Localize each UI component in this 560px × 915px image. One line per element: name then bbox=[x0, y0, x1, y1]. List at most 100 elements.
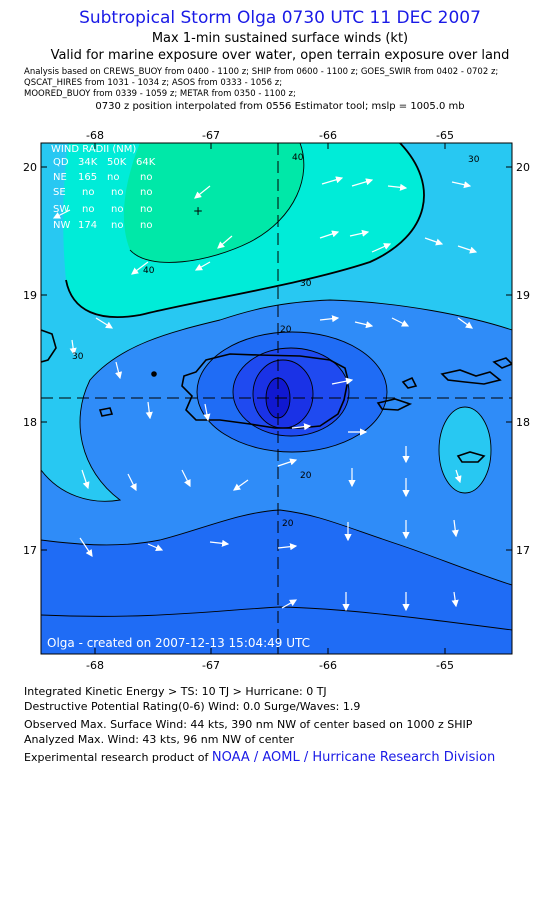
wind-arrow bbox=[387, 183, 408, 191]
wind-arrow bbox=[457, 317, 473, 329]
wind-radii-cell: NW bbox=[53, 220, 70, 231]
observed-wind-line: Observed Max. Surface Wind: 44 kts, 390 … bbox=[24, 718, 473, 731]
lat-labels-right: 20 19 18 17 bbox=[516, 161, 530, 557]
lat-label: 19 bbox=[23, 289, 37, 302]
wind-radii-cell: no bbox=[111, 187, 123, 198]
lon-label: -66 bbox=[319, 129, 337, 142]
lon-label: -67 bbox=[202, 659, 220, 672]
contour-label: 20 bbox=[282, 519, 294, 529]
wind-radii-cell: no bbox=[82, 187, 94, 198]
axis-ticks bbox=[41, 143, 512, 654]
contour-label: 30 bbox=[72, 352, 84, 362]
wind-arrow bbox=[354, 321, 374, 329]
wind-arrow bbox=[181, 469, 191, 488]
product-org-link[interactable]: NOAA / AOML / Hurricane Research Divisio… bbox=[211, 750, 496, 765]
wind-arrow bbox=[281, 599, 298, 609]
wind-arrow bbox=[319, 315, 340, 323]
wind-arrow bbox=[79, 537, 93, 557]
band-50-plus bbox=[123, 143, 304, 263]
lat-labels-left: 20 19 18 17 bbox=[23, 161, 37, 557]
analysis-line-3: MOORED_BUOY from 0339 - 1059 z; METAR fr… bbox=[24, 89, 296, 99]
contour-label: 20 bbox=[280, 325, 292, 335]
wind-radii-cell: NE bbox=[53, 172, 67, 183]
wind-arrow bbox=[451, 591, 459, 608]
lon-label: -68 bbox=[86, 659, 104, 672]
virgin-islands-coast bbox=[440, 369, 502, 385]
credit-line: Olga - created on 2007-12-13 15:04:49 UT… bbox=[47, 636, 310, 650]
wind-vectors bbox=[52, 176, 478, 612]
map-frame bbox=[40, 142, 513, 655]
lat-label: 18 bbox=[516, 416, 530, 429]
wind-radii-col-34k: 34K bbox=[78, 157, 98, 168]
wind-arrow bbox=[115, 361, 123, 380]
lon-label: -65 bbox=[436, 659, 454, 672]
puerto-rico-coast bbox=[181, 353, 349, 429]
wind-arrow bbox=[95, 317, 114, 329]
hispaniola-coast bbox=[41, 329, 57, 363]
wind-arrow bbox=[451, 519, 459, 538]
wind-radii-cell: no bbox=[111, 220, 123, 231]
wind-arrow bbox=[194, 261, 211, 271]
lon-label: -68 bbox=[86, 129, 104, 142]
lat-label: 18 bbox=[23, 416, 37, 429]
wind-radii-col-64k: 64K bbox=[136, 157, 156, 168]
st-croix-coast bbox=[456, 451, 486, 463]
wind-arrow bbox=[457, 245, 478, 254]
wind-arrow bbox=[203, 403, 211, 422]
wind-radii-cell: SW bbox=[53, 204, 69, 215]
culebra-coast bbox=[401, 376, 418, 389]
contour-label: 40 bbox=[292, 153, 304, 163]
wind-radii-cell: no bbox=[140, 204, 152, 215]
lat-label: 17 bbox=[516, 544, 530, 557]
band-30-40-east-blob bbox=[439, 407, 491, 493]
contour-label: 30 bbox=[468, 155, 480, 165]
wind-arrow bbox=[451, 181, 472, 189]
wind-arrow bbox=[277, 543, 298, 551]
lat-label: 17 bbox=[23, 544, 37, 557]
wind-arrow bbox=[291, 423, 312, 431]
lat-label: 19 bbox=[516, 289, 530, 302]
product-line: Experimental research product of NOAA / … bbox=[24, 750, 495, 765]
product-prefix: Experimental research product of bbox=[24, 751, 212, 764]
wind-radii-cell: no bbox=[107, 172, 119, 183]
contour-label: 40 bbox=[143, 266, 155, 276]
contour-label: 20 bbox=[300, 471, 312, 481]
lat-label: 20 bbox=[516, 161, 530, 174]
lon-label: -67 bbox=[202, 129, 220, 142]
wind-radii-cell: 174 bbox=[78, 220, 97, 231]
wind-radii-cell: no bbox=[111, 204, 123, 215]
position-note: 0730 z position interpolated from 0556 E… bbox=[95, 101, 465, 112]
map-subtitle: Max 1-min sustained surface winds (kt) bbox=[151, 31, 409, 46]
wind-arrow bbox=[145, 401, 153, 420]
contour-label: 30 bbox=[300, 279, 312, 289]
wind-arrow bbox=[351, 178, 374, 187]
wind-arrow bbox=[147, 543, 164, 551]
wind-radii-cell: 165 bbox=[78, 172, 97, 183]
analyzed-wind-line: Analyzed Max. Wind: 43 kts, 96 nm NW of … bbox=[24, 733, 295, 746]
wind-radii-col-qd: QD bbox=[53, 157, 69, 168]
wind-arrow bbox=[209, 539, 230, 547]
dpr-line: Destructive Potential Rating(0-6) Wind: … bbox=[24, 700, 361, 713]
analysis-line-2: QSCAT_HIRES from 1031 - 1034 z; ASOS fro… bbox=[24, 78, 283, 88]
wind-radii-cell: no bbox=[140, 220, 152, 231]
wind-radii-cell: no bbox=[82, 204, 94, 215]
max-wind-marker: + bbox=[193, 204, 203, 218]
virgin-islands-east-coast bbox=[492, 357, 512, 369]
contour-label-group: 40 30 30 20 20 20 30 40 bbox=[72, 153, 480, 529]
wind-arrow bbox=[69, 339, 77, 356]
wind-arrow bbox=[321, 176, 344, 185]
wind-arrow bbox=[391, 317, 410, 327]
lon-labels-top: -68 -67 -66 -65 bbox=[86, 129, 454, 142]
wind-arrow bbox=[349, 229, 370, 237]
wind-arrow bbox=[371, 243, 392, 253]
wind-arrow bbox=[331, 377, 354, 385]
wind-contours: + 40 30 30 20 20 20 30 40 WIND RADII (NM… bbox=[41, 143, 512, 654]
mona-island-coast bbox=[98, 407, 114, 417]
coastlines bbox=[41, 329, 512, 463]
analysis-line-1: Analysis based on CREWS_BUOY from 0400 -… bbox=[24, 67, 499, 77]
wind-arrow bbox=[81, 469, 90, 490]
wind-arrow bbox=[277, 458, 298, 467]
wind-arrow bbox=[319, 230, 340, 239]
lon-labels-bottom: -68 -67 -66 -65 bbox=[86, 659, 454, 672]
